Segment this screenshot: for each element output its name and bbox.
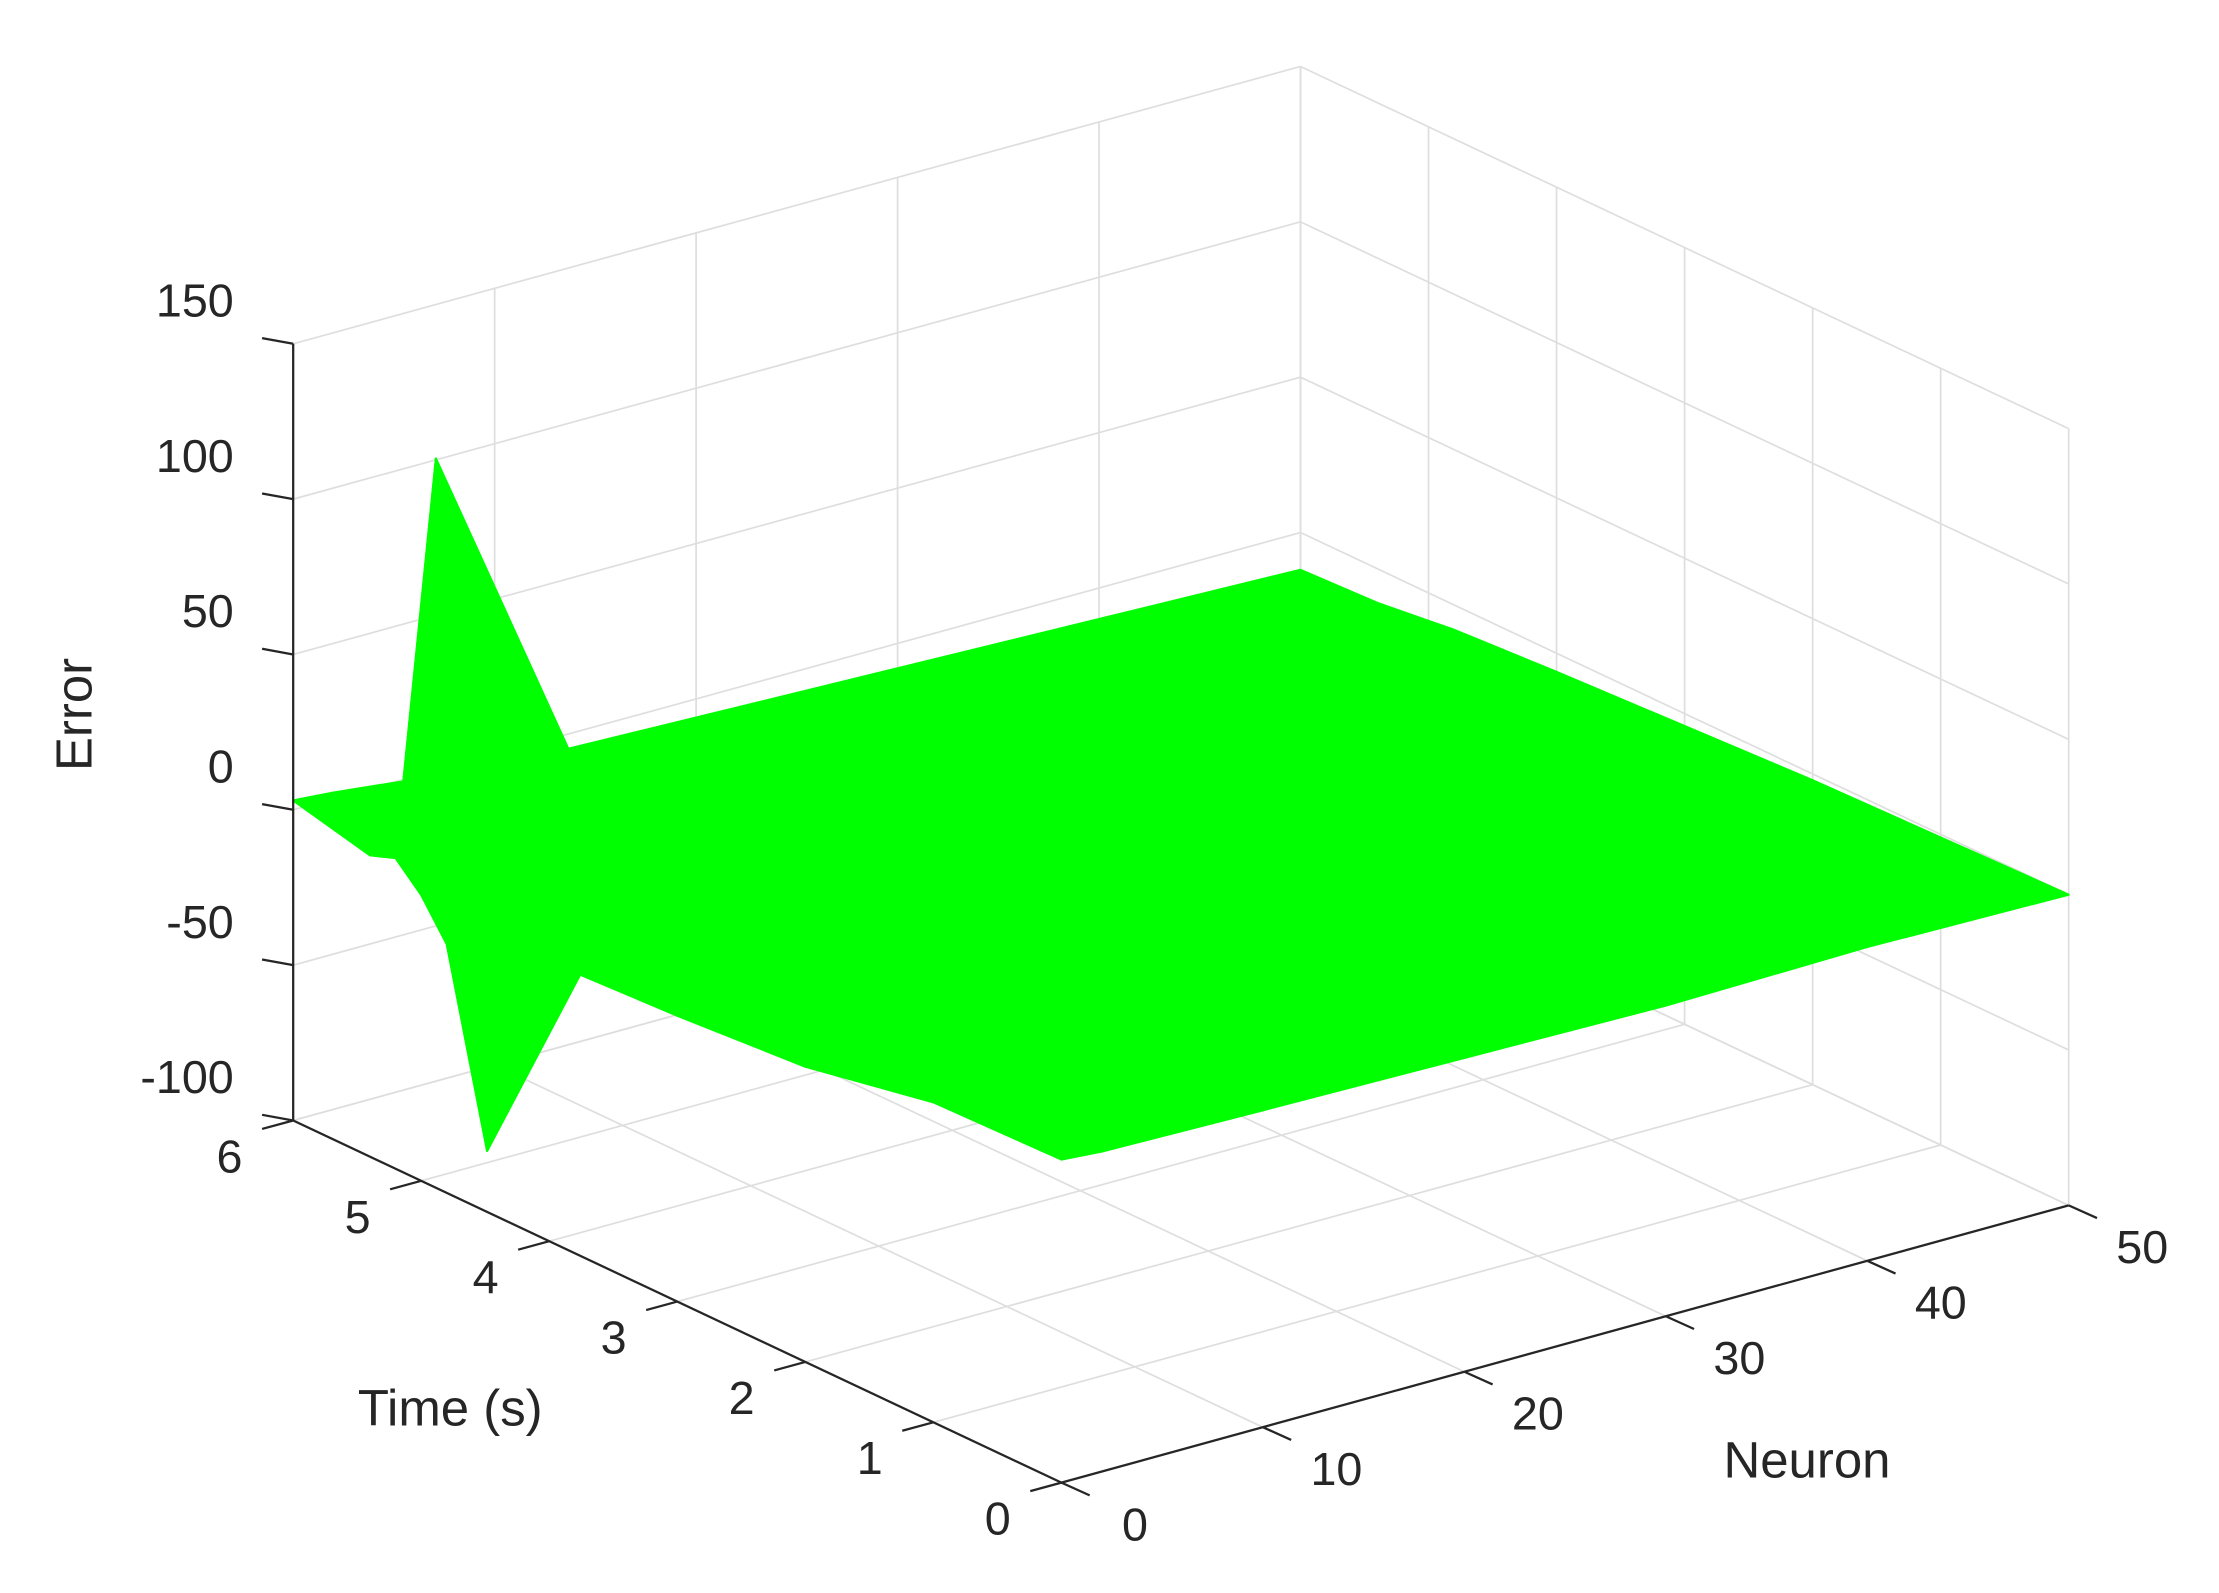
x-tick-label: 10 — [1310, 1443, 1362, 1495]
x-tick-label: 40 — [1915, 1276, 1967, 1328]
y-tick-label: 3 — [601, 1312, 627, 1364]
grid-line — [1300, 65, 2070, 430]
y-tick — [773, 1360, 806, 1372]
z-tick-label: 150 — [156, 274, 234, 326]
y-tick — [1029, 1481, 1062, 1493]
surface-patch — [445, 943, 591, 1152]
z-tick — [261, 803, 294, 811]
surface-patch — [932, 1093, 1103, 1161]
z-axis-label: Error — [46, 658, 103, 771]
y-tick-label: 4 — [473, 1251, 499, 1303]
z-tick-label: 100 — [156, 430, 234, 482]
y-tick — [645, 1300, 678, 1312]
y-tick-label: 6 — [217, 1130, 243, 1182]
x-tick — [1060, 1481, 1091, 1497]
y-tick — [901, 1421, 934, 1432]
z-tick — [261, 958, 294, 967]
z-tick — [261, 492, 294, 501]
grid-line — [1300, 221, 2070, 585]
grid-line — [677, 1023, 1685, 1303]
x-tick-label: 0 — [1122, 1498, 1148, 1550]
x-tick — [1665, 1315, 1695, 1331]
z-tick-label: -50 — [166, 896, 233, 948]
y-tick-label: 1 — [857, 1432, 883, 1484]
surface — [292, 457, 2070, 1161]
z-tick-label: 0 — [208, 741, 234, 793]
x-tick — [1262, 1426, 1292, 1441]
x-axis — [1061, 1204, 2069, 1484]
x-tick — [1463, 1370, 1494, 1386]
y-tick — [517, 1240, 550, 1251]
y-axis-label: Time (s) — [358, 1379, 543, 1436]
z-tick — [261, 647, 294, 656]
axes: -100 -50 0 50 100 150 0 1 2 3 4 5 6 0 10 20 30 40 50 — [140, 274, 2168, 1550]
x-tick — [1866, 1259, 1896, 1275]
y-tick-label: 5 — [345, 1191, 371, 1243]
y-tick — [389, 1179, 422, 1191]
grid-line — [1300, 376, 2070, 741]
grid-line — [805, 1083, 1813, 1363]
x-tick-label: 20 — [1512, 1387, 1564, 1439]
y-tick-label: 0 — [985, 1493, 1011, 1545]
grid-line — [292, 221, 1301, 500]
z-tick-label: -100 — [140, 1051, 233, 1103]
x-tick-label: 50 — [2116, 1221, 2168, 1273]
y-tick — [261, 1119, 294, 1131]
z-tick — [261, 1113, 294, 1122]
y-tick-label: 2 — [729, 1372, 755, 1424]
grid-line — [1300, 531, 2070, 896]
x-axis-label: Neuron — [1723, 1432, 1890, 1489]
grid-line — [292, 65, 1301, 345]
x-tick — [2068, 1204, 2098, 1220]
surface-patch — [434, 457, 624, 907]
z-tick — [261, 337, 294, 345]
grid-line — [933, 1144, 1941, 1424]
z-tick-label: 50 — [182, 585, 234, 637]
x-tick-label: 30 — [1713, 1332, 1765, 1384]
